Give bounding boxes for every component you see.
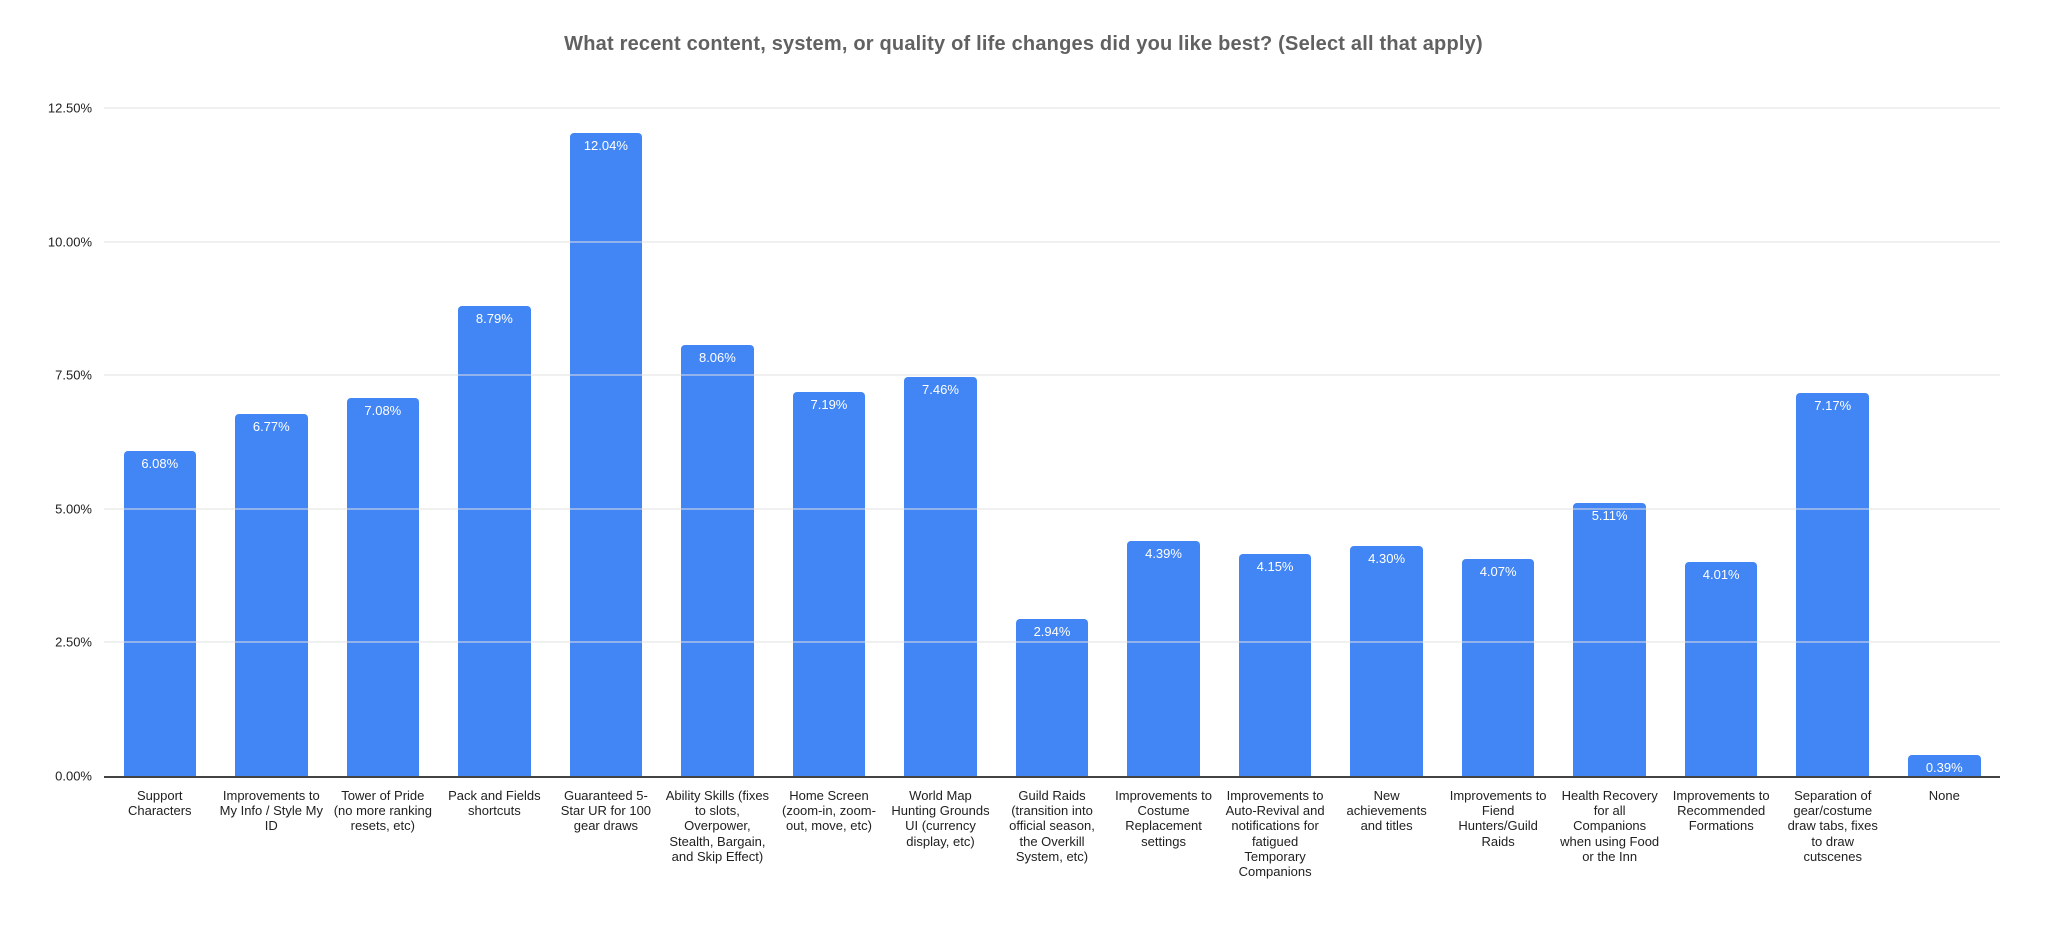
bar[interactable]: 6.08% [123,451,196,776]
y-tick-label: 12.50% [47,100,92,116]
bar[interactable]: 12.04% [569,132,643,776]
x-category-label: Improvements to Fiend Hunters/Guild Raid… [1449,788,1547,849]
gridline [104,107,2000,109]
bar-slot: 4.30% [1331,108,1443,776]
bar-value-label: 4.15% [1256,559,1294,575]
bar-value-label: 7.46% [922,382,959,398]
x-category-label: Guaranteed 5-Star UR for 100 gear draws [560,788,652,834]
bar-slot: 7.46% [885,108,997,776]
bar-value-label: 4.39% [1145,546,1182,562]
bar-value-label: 4.01% [1702,566,1740,582]
bar-slot: 4.01% [1665,108,1777,776]
x-category-label: Improvements to My Info / Style My ID [219,788,323,834]
x-category-label: Pack and Fields shortcuts [448,788,541,819]
bar-slot: 4.07% [1442,108,1554,776]
gridline [104,241,2000,243]
bar[interactable]: 4.01% [1684,561,1758,776]
x-category-label: None [1928,788,1960,803]
bar-slot: 6.08% [104,108,216,776]
bar-slot: 2.94% [996,108,1108,776]
gridline [104,374,2000,376]
bar-slot: 7.08% [327,108,439,776]
bar[interactable]: 4.07% [1461,558,1535,776]
x-category-label: Improvements to Recommended Formations [1672,788,1770,834]
bar-slot: 8.79% [439,108,551,776]
bar-value-label: 2.94% [1033,623,1071,639]
bar-value-label: 6.08% [141,456,179,472]
bar[interactable]: 7.19% [792,391,866,776]
bars-row: 6.08% 6.77% 7.08% 8.79% 12.04% 8.06% 7.19% 7.46… [104,108,2000,776]
bar[interactable]: 7.46% [904,377,977,776]
gridline [104,641,2000,643]
x-category-label: Improvements to Costume Replacement sett… [1115,788,1212,849]
x-category-label: Health Recovery for all Companions when … [1560,788,1660,864]
bar[interactable]: 0.39% [1908,755,1981,776]
x-category-label: Home Screen (zoom-in, zoom-out, move, et… [781,788,876,834]
x-category-label: New achievements and titles [1346,788,1427,834]
x-category-label: Separation of gear/costume draw tabs, fi… [1787,788,1878,864]
bar-slot: 7.17% [1777,108,1889,776]
bar[interactable]: 8.06% [681,345,754,776]
x-category-label: Improvements to Auto-Revival and notific… [1225,788,1325,880]
bar-value-label: 8.06% [698,350,736,366]
bar-value-label: 12.04% [583,137,628,153]
y-tick-label: 7.50% [55,367,92,383]
bar-value-label: 4.30% [1368,551,1406,567]
x-category-label: Tower of Pride (no more ranking resets, … [333,788,432,834]
bar-value-label: 7.19% [810,396,848,412]
y-tick-label: 5.00% [55,501,92,517]
bar[interactable]: 4.39% [1127,541,1200,776]
bar-slot: 12.04% [550,108,662,776]
bar-value-label: 0.39% [1925,760,1963,776]
bar-value-label: 7.17% [1814,397,1852,413]
bar-slot: 0.39% [1889,108,2001,776]
x-category-label: World Map Hunting Grounds UI (currency d… [891,788,990,849]
bar[interactable]: 5.11% [1573,502,1646,776]
bar[interactable]: 4.30% [1350,546,1423,776]
y-tick-label: 0.00% [55,768,92,784]
bar-slot: 4.39% [1108,108,1220,776]
bar[interactable]: 8.79% [458,306,531,776]
x-axis-labels: Support Characters Improvements to My Inf… [104,788,2000,879]
bar[interactable]: 2.94% [1015,618,1089,776]
bar[interactable]: 7.17% [1796,392,1869,776]
bar-slot: 6.77% [216,108,328,776]
chart-title: What recent content, system, or quality … [564,33,1483,55]
bar-slot: 4.15% [1219,108,1331,776]
bar[interactable]: 4.15% [1238,554,1312,776]
bar[interactable]: 6.77% [235,414,308,776]
x-category-label: Support Characters [127,788,192,819]
bar-value-label: 6.77% [252,419,290,435]
gridline [104,508,2000,510]
y-tick-label: 2.50% [55,634,92,650]
y-tick-label: 10.00% [47,234,92,250]
bar-value-label: 8.79% [475,311,513,327]
x-category-label: Ability Skills (fixes to slots, Overpowe… [665,788,770,864]
bar[interactable]: 7.08% [346,397,420,776]
bar-slot: 5.11% [1554,108,1666,776]
bar-slot: 8.06% [662,108,774,776]
bar-value-label: 7.08% [364,402,402,418]
bar-slot: 7.19% [773,108,885,776]
plot-area: 6.08% 6.77% 7.08% 8.79% 12.04% 8.06% 7.19% 7.46… [48,101,2000,784]
x-category-label: Guild Raids (transition into official se… [1009,788,1095,864]
bar-value-label: 4.07% [1479,563,1517,579]
bar-value-label: 5.11% [1591,507,1628,523]
